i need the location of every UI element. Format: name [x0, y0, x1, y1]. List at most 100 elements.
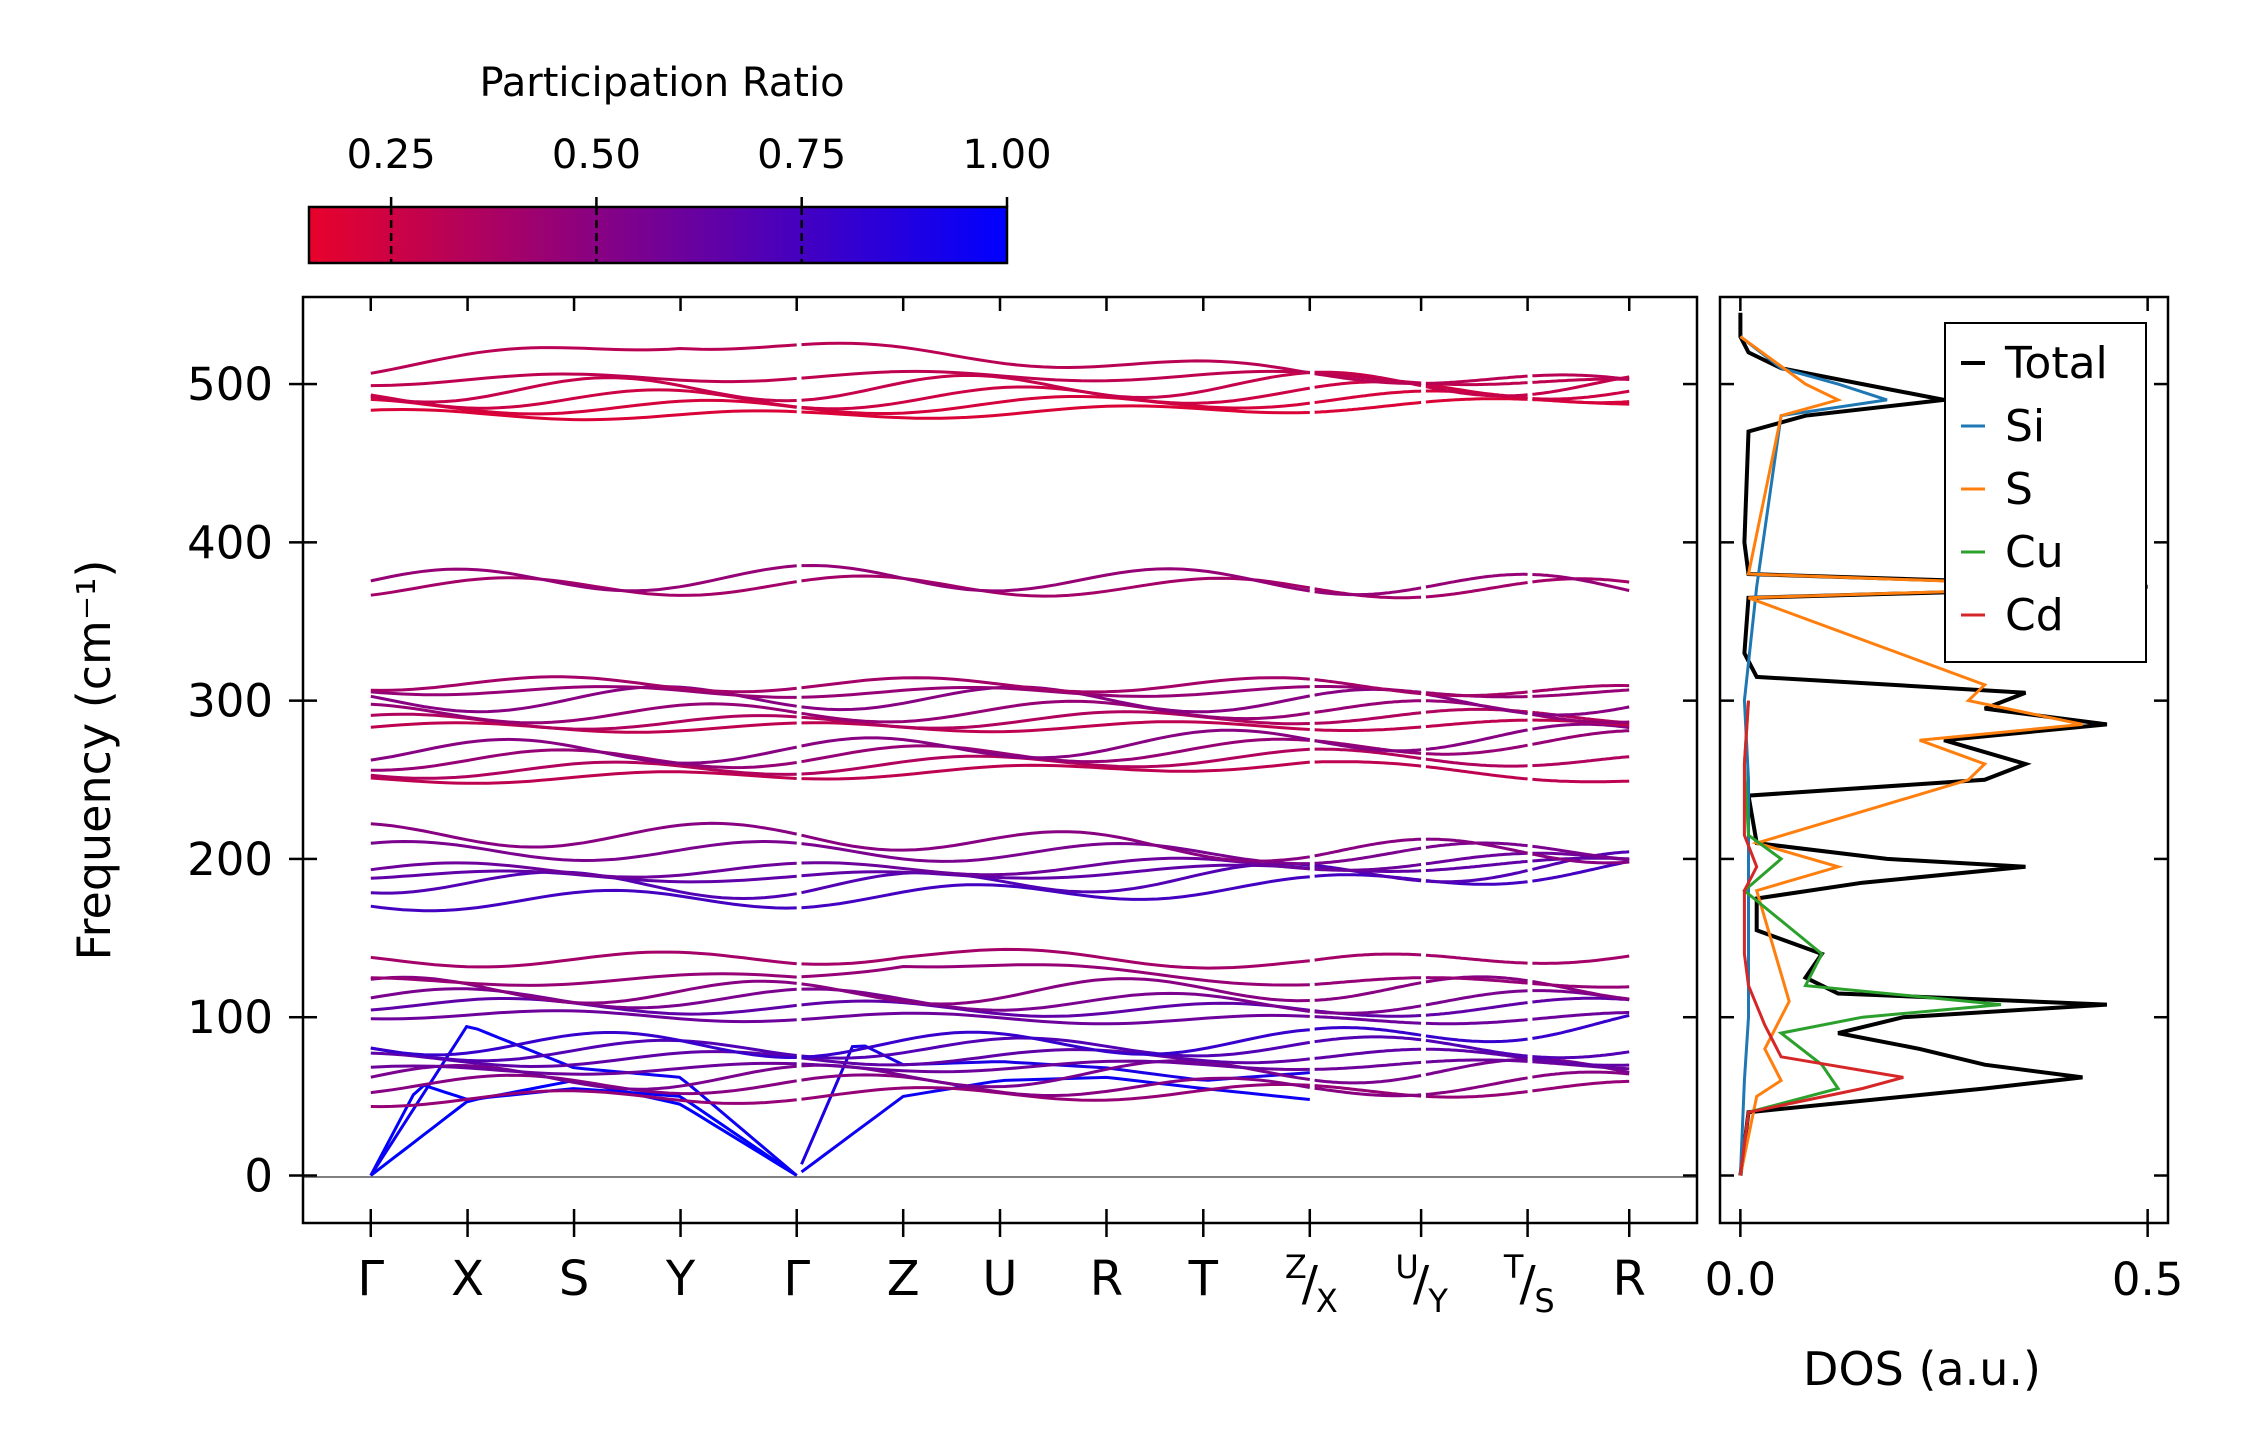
band-line [370, 376, 797, 404]
legend-label: S [2005, 464, 2033, 515]
kpoint-label-bottom: Y [1427, 1282, 1448, 1320]
band-line [1532, 713, 1630, 724]
band-line [370, 685, 797, 699]
band-line [1532, 705, 1630, 717]
band-ytick-label: 200 [187, 833, 273, 886]
band-line [801, 875, 1310, 910]
band-line [1314, 1060, 1422, 1071]
band-line [1425, 976, 1528, 985]
band-line [1425, 1001, 1528, 1017]
band-line [1314, 1047, 1422, 1060]
band-ytick-label: 100 [187, 991, 273, 1044]
kpoint-label-bottom: S [1534, 1282, 1554, 1320]
dos-xtick-label: 0.0 [1705, 1253, 1777, 1306]
band-line [1314, 1074, 1422, 1085]
band-line [801, 1028, 1310, 1059]
band-line [1532, 996, 1630, 1004]
band-line [801, 947, 1310, 970]
band-line [1532, 729, 1630, 746]
band-line [1532, 684, 1630, 693]
colorbar-tick-label: 0.75 [757, 132, 846, 178]
band-line [801, 1059, 1311, 1089]
band-line [1425, 1047, 1528, 1060]
band-line [1425, 743, 1528, 756]
band-line [1532, 573, 1630, 592]
colorbar-tick-label: 1.00 [962, 132, 1051, 178]
band-line [370, 388, 797, 410]
band-line [1425, 953, 1528, 965]
band-line [1532, 373, 1630, 381]
band-line [1314, 952, 1422, 962]
band-line [1314, 678, 1422, 696]
band-line [1425, 572, 1528, 589]
band-line [370, 343, 797, 375]
dos-axes-frame [1718, 295, 2170, 1225]
band-line [1425, 581, 1528, 599]
band-line [801, 987, 1311, 1013]
band-line [370, 737, 797, 765]
band-line [1425, 385, 1528, 398]
kpoint-label-top: U [1395, 1248, 1418, 1286]
band-line [1425, 718, 1528, 729]
band-line [1532, 1057, 1630, 1067]
band-line [370, 1031, 797, 1059]
band-line [1532, 844, 1630, 861]
legend-label: Si [2005, 401, 2045, 452]
band-line [801, 1048, 1310, 1067]
band-line [1314, 699, 1422, 714]
dos-xtick-label: 0.5 [2112, 1253, 2184, 1306]
band-ylabel: Frequency (cm⁻¹) [67, 560, 121, 961]
kpoint-label-top: T [1503, 1248, 1524, 1286]
band-ytick-label: 300 [187, 675, 273, 728]
band-line [801, 676, 1310, 694]
band-line [801, 385, 1311, 411]
band-line [370, 1061, 797, 1076]
band-line [1532, 852, 1630, 865]
band-line [370, 760, 797, 780]
band-line [370, 839, 797, 863]
band-line [801, 1073, 1311, 1097]
band-line [1314, 981, 1422, 1002]
dos-line-cd [1738, 700, 1904, 1176]
band-line [801, 1082, 1310, 1102]
band-line [1314, 587, 1422, 600]
band-line [800, 1075, 1310, 1174]
band-line [801, 1011, 1310, 1026]
band-line [801, 341, 1311, 375]
band-ytick-label: 400 [187, 516, 273, 569]
band-line [1314, 863, 1422, 883]
band-line [1314, 400, 1422, 414]
band-line [1425, 1034, 1528, 1044]
band-line [1532, 1050, 1630, 1060]
band-line [1314, 739, 1422, 753]
band-line [1425, 869, 1528, 884]
band-line [370, 1089, 797, 1109]
band-line [801, 1059, 1310, 1074]
kpoint-label: T [1188, 1251, 1219, 1307]
band-line [801, 728, 1311, 760]
band-line [370, 748, 797, 772]
band-line [1532, 722, 1630, 731]
band-line [1314, 711, 1422, 725]
band-line [801, 830, 1311, 863]
band-line [1425, 1090, 1528, 1099]
band-line [1425, 975, 1528, 984]
band-line [370, 972, 797, 987]
kpoint-label-top: Z [1285, 1248, 1307, 1286]
dos-line-total [1738, 312, 2148, 1176]
band-line [370, 712, 797, 731]
kpoint-label-slash: / [1520, 1256, 1537, 1312]
band-line [1532, 1079, 1630, 1093]
band-line [1532, 755, 1630, 768]
kpoint-label: Z [887, 1251, 920, 1307]
band-line [801, 760, 1310, 781]
band-line [801, 999, 1310, 1018]
band-line [1314, 760, 1422, 768]
band-line [1314, 371, 1422, 385]
band-line [370, 1009, 797, 1024]
colorbar-tick-label: 0.50 [552, 132, 641, 178]
kpoint-label: Y [665, 1251, 696, 1307]
band-line [801, 404, 1310, 420]
